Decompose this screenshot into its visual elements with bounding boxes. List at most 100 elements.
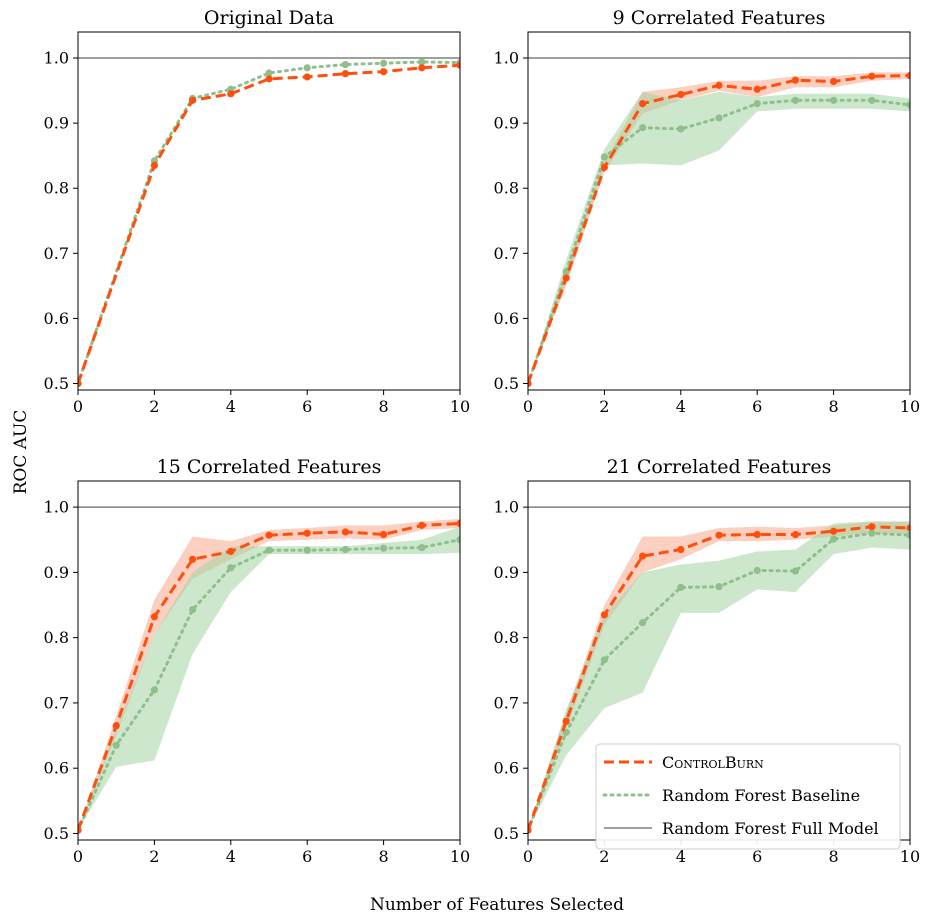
y-tick-label: 1.0 bbox=[494, 498, 519, 517]
x-tick-label: 10 bbox=[900, 847, 920, 866]
baseline-point bbox=[753, 100, 761, 108]
x-tick-label: 2 bbox=[149, 847, 159, 866]
panel-title: 15 Correlated Features bbox=[157, 456, 382, 478]
controlburn-line bbox=[78, 63, 460, 384]
y-tick-label: 0.5 bbox=[44, 374, 69, 393]
controlburn-point bbox=[303, 529, 311, 537]
baseline-point bbox=[868, 96, 876, 104]
controlburn-point bbox=[150, 613, 158, 621]
x-tick-label: 0 bbox=[73, 397, 83, 416]
baseline-point bbox=[753, 566, 761, 575]
controlburn-point bbox=[265, 75, 273, 83]
controlburn-point bbox=[830, 77, 838, 86]
y-tick-label: 0.8 bbox=[494, 628, 519, 647]
x-tick-label: 0 bbox=[523, 397, 533, 416]
x-tick-label: 2 bbox=[599, 397, 609, 416]
y-tick-label: 1.0 bbox=[494, 49, 519, 68]
controlburn-point bbox=[868, 72, 876, 80]
controlburn-point bbox=[78, 826, 82, 834]
controlburn-point bbox=[341, 70, 349, 78]
plot-area bbox=[78, 506, 460, 834]
controlburn-point bbox=[189, 555, 197, 563]
baseline-point bbox=[868, 529, 876, 537]
x-tick-label: 8 bbox=[829, 847, 839, 866]
plot-area bbox=[528, 506, 910, 834]
legend-label-full-model: Random Forest Full Model bbox=[662, 819, 879, 838]
controlburn-point bbox=[600, 163, 609, 171]
baseline-point bbox=[906, 531, 910, 539]
panel-title: 9 Correlated Features bbox=[613, 7, 826, 29]
x-tick-label: 2 bbox=[149, 397, 159, 416]
controlburn-point bbox=[677, 545, 685, 554]
y-tick-label: 0.8 bbox=[44, 179, 69, 198]
panel-4: 0 2 4 6 8 10 0.5 0.6 0.7 0.8 0.9 1.0 21 Correlated F… bbox=[494, 456, 921, 866]
baseline-point bbox=[791, 96, 800, 104]
x-tick-label: 6 bbox=[302, 847, 312, 866]
baseline-point bbox=[600, 153, 609, 161]
baseline-point bbox=[639, 619, 647, 627]
x-tick-label: 4 bbox=[226, 847, 236, 866]
baseline-point bbox=[112, 741, 120, 749]
controlburn-point bbox=[265, 531, 273, 539]
controlburn-point bbox=[528, 826, 532, 834]
x-tick-label: 6 bbox=[752, 397, 762, 416]
baseline-point bbox=[418, 543, 426, 552]
y-tick-label: 1.0 bbox=[44, 49, 69, 68]
controlburn-point bbox=[868, 523, 876, 531]
controlburn-point bbox=[562, 274, 570, 282]
controlburn-point bbox=[418, 521, 426, 529]
controlburn-point bbox=[677, 90, 685, 99]
baseline-point bbox=[341, 60, 349, 69]
x-tick-label: 8 bbox=[379, 847, 389, 866]
controlburn-band bbox=[78, 518, 460, 831]
x-tick-label: 10 bbox=[450, 397, 470, 416]
legend-frame bbox=[595, 743, 901, 850]
baseline-point bbox=[303, 64, 311, 72]
axes-frame bbox=[77, 480, 461, 841]
controlburn-point bbox=[150, 161, 158, 170]
controlburn-point bbox=[341, 528, 349, 536]
controlburn-point bbox=[456, 519, 460, 528]
baseline-point bbox=[715, 114, 723, 122]
baseline-point bbox=[189, 605, 197, 614]
baseline-line bbox=[78, 60, 460, 385]
baseline-point bbox=[715, 583, 723, 591]
baseline-point bbox=[906, 101, 910, 109]
baseline-band bbox=[528, 91, 910, 384]
y-tick-label: 0.9 bbox=[494, 563, 519, 582]
baseline-point bbox=[600, 656, 609, 664]
baseline-point bbox=[677, 583, 685, 591]
baseline-point bbox=[150, 686, 158, 694]
x-tick-label: 4 bbox=[676, 847, 686, 866]
panel-1: 0 2 4 6 8 10 0.5 0.6 0.7 0.8 0.9 1.0 Original Data bbox=[44, 7, 471, 416]
controlburn-point bbox=[456, 61, 460, 69]
y-tick-label: 0.8 bbox=[44, 628, 69, 647]
x-tick-label: 8 bbox=[379, 397, 389, 416]
baseline-point bbox=[830, 535, 838, 543]
controlburn-point bbox=[227, 90, 235, 98]
x-tick-label: 2 bbox=[599, 847, 609, 866]
controlburn-point bbox=[189, 96, 197, 104]
y-tick-label: 0.7 bbox=[44, 693, 69, 712]
y-tick-label: 0.7 bbox=[494, 244, 519, 263]
x-tick-label: 4 bbox=[226, 397, 236, 416]
controlburn-point bbox=[639, 100, 647, 108]
controlburn-point bbox=[753, 85, 761, 93]
x-tick-label: 6 bbox=[752, 847, 762, 866]
baseline-line bbox=[78, 538, 460, 832]
panel-2: 0 2 4 6 8 10 0.5 0.6 0.7 0.8 0.9 1.0 9 Correlated Fe… bbox=[494, 7, 921, 416]
axes-frame bbox=[77, 31, 461, 391]
baseline-point bbox=[265, 69, 273, 77]
baseline-band bbox=[528, 521, 910, 831]
controlburn-point bbox=[753, 530, 761, 539]
baseline-point bbox=[418, 58, 426, 66]
controlburn-point bbox=[906, 524, 910, 532]
controlburn-point bbox=[639, 552, 647, 560]
panel-3: 0 2 4 6 8 10 0.5 0.6 0.7 0.8 0.9 1.0 15 Correlated F… bbox=[44, 456, 471, 866]
x-tick-label: 10 bbox=[900, 397, 920, 416]
y-tick-label: 0.9 bbox=[494, 114, 519, 133]
baseline-point bbox=[303, 546, 311, 554]
baseline-point bbox=[380, 59, 388, 67]
